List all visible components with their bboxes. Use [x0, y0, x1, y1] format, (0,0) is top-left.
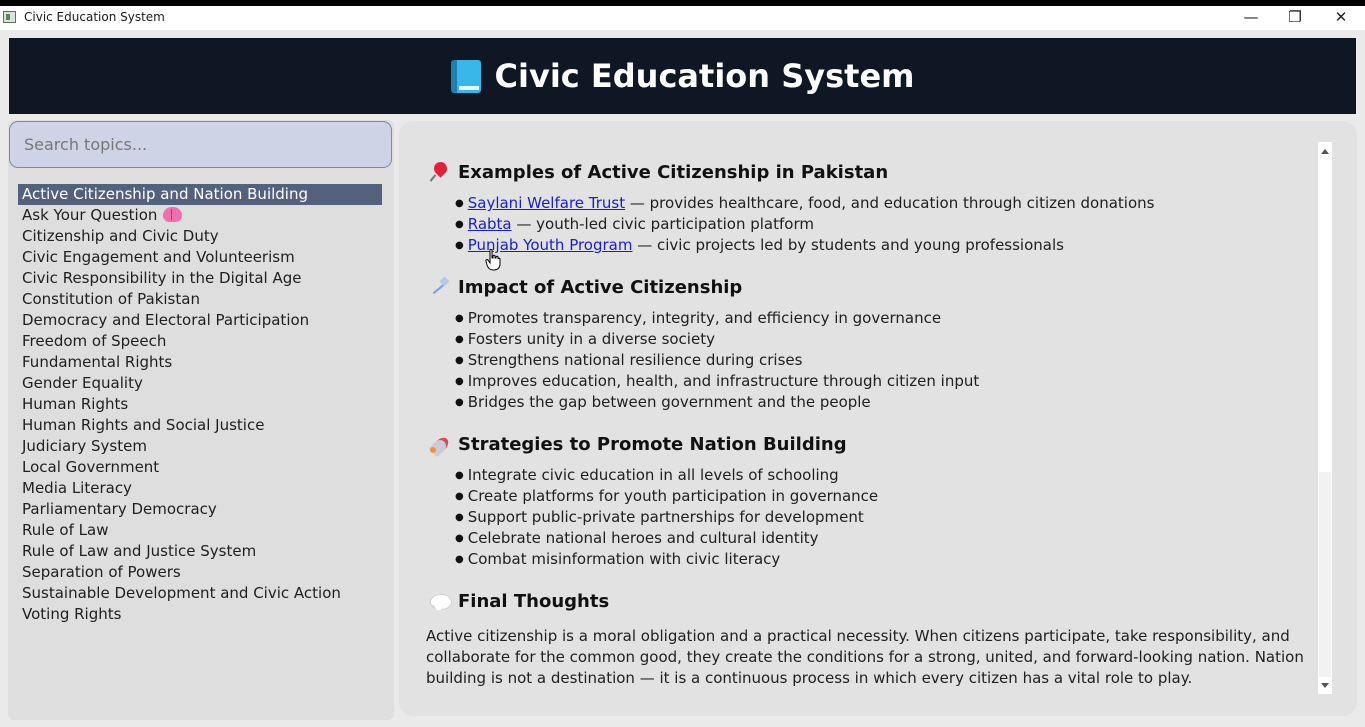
topic-item-sustainable-development[interactable]: Sustainable Development and Civic Action [22, 584, 341, 602]
sidebar: Active Citizenship and Nation Building A… [8, 120, 394, 720]
topic-item-rule-of-law-justice[interactable]: Rule of Law and Justice System [22, 542, 257, 560]
punjab-youth-program-link[interactable]: Punjab Youth Program [467, 236, 633, 254]
window-title: Civic Education System [24, 10, 165, 24]
topic-item-human-rights-social-justice[interactable]: Human Rights and Social Justice [22, 416, 265, 434]
topic-item-civic-responsibility-digital[interactable]: Civic Responsibility in the Digital Age [22, 269, 302, 287]
topic-item-label: Ask Your Question [22, 206, 158, 224]
content-scroll-area[interactable]: Examples of Active Citizenship in Pakist… [399, 121, 1315, 716]
book-icon [450, 59, 481, 93]
saylani-welfare-trust-link[interactable]: Saylani Welfare Trust [467, 194, 626, 212]
topic-item-civic-engagement[interactable]: Civic Engagement and Volunteerism [22, 248, 295, 266]
pin-icon [429, 161, 451, 183]
topic-list: Active Citizenship and Nation Building A… [18, 184, 382, 625]
app-title: Civic Education System [494, 57, 915, 95]
window-titlebar: Civic Education System — ❐ ✕ [0, 6, 1365, 30]
rabta-link[interactable]: Rabta [467, 215, 512, 233]
brain-icon [163, 207, 183, 222]
list-item: Celebrate national heroes and cultural i… [455, 528, 878, 549]
list-item: Punjab Youth Program — civic projects le… [455, 235, 1154, 256]
topic-item-media-literacy[interactable]: Media Literacy [22, 479, 132, 497]
section-final-thoughts: Final Thoughts [429, 587, 609, 615]
close-button[interactable]: ✕ [1334, 8, 1348, 26]
topic-item-human-rights[interactable]: Human Rights [22, 395, 129, 413]
restore-button[interactable]: ❐ [1288, 8, 1302, 26]
scroll-thumb[interactable] [1319, 472, 1331, 677]
section-title: Impact of Active Citizenship [458, 276, 743, 298]
list-item: Improves education, health, and infrastr… [455, 371, 980, 392]
content-panel: Examples of Active Citizenship in Pakist… [399, 121, 1357, 716]
list-item: Promotes transparency, integrity, and ef… [455, 308, 979, 329]
list-item: Saylani Welfare Trust — provides healthc… [455, 193, 1155, 214]
section-title: Examples of Active Citizenship in Pakist… [458, 161, 889, 183]
speech-icon [429, 590, 452, 612]
search-input[interactable] [9, 121, 392, 168]
topic-item-ask-your-question[interactable]: Ask Your Question [18, 205, 382, 226]
section-impact: Impact of Active Citizenship Promotes tr… [429, 273, 979, 413]
section-examples: Examples of Active Citizenship in Pakist… [429, 158, 1154, 256]
topic-item-parliamentary-democracy[interactable]: Parliamentary Democracy [22, 500, 217, 518]
topic-item-active-citizenship[interactable]: Active Citizenship and Nation Building [18, 184, 382, 205]
topic-item-citizenship-civic-duty[interactable]: Citizenship and Civic Duty [22, 227, 219, 245]
list-item-text: — youth-led civic participation platform [511, 215, 814, 233]
sparkle-icon [429, 276, 451, 298]
scroll-up-icon[interactable] [1321, 149, 1329, 154]
list-item: Combat misinformation with civic literac… [455, 549, 878, 570]
topic-item-judiciary-system[interactable]: Judiciary System [22, 437, 147, 455]
list-item: Create platforms for youth participation… [455, 486, 878, 507]
list-item: Support public-private partnerships for … [455, 507, 878, 528]
topic-item-freedom-of-speech[interactable]: Freedom of Speech [22, 332, 167, 350]
list-item: Rabta — youth-led civic participation pl… [455, 214, 1154, 235]
section-title: Strategies to Promote Nation Building [458, 433, 847, 455]
list-item-text: — provides healthcare, food, and educati… [625, 194, 1155, 212]
topic-item-fundamental-rights[interactable]: Fundamental Rights [22, 353, 173, 371]
topic-item-democracy[interactable]: Democracy and Electoral Participation [22, 311, 310, 329]
scroll-down-icon[interactable] [1321, 683, 1329, 688]
app-window: Civic Education System Active Citizenshi… [0, 30, 1365, 727]
minimize-button[interactable]: — [1243, 8, 1259, 26]
section-strategies: Strategies to Promote Nation Building In… [429, 430, 878, 570]
list-item: Bridges the gap between government and t… [455, 392, 979, 413]
topic-item-gender-equality[interactable]: Gender Equality [22, 374, 143, 392]
list-item: Strengthens national resilience during c… [455, 350, 979, 371]
app-icon [3, 11, 16, 23]
rocket-icon [429, 433, 451, 455]
topic-item-separation-of-powers[interactable]: Separation of Powers [22, 563, 181, 581]
list-item-text: — civic projects led by students and you… [632, 236, 1064, 254]
topic-item-constitution[interactable]: Constitution of Pakistan [22, 290, 200, 308]
final-thoughts-paragraph: Active citizenship is a moral obligation… [426, 627, 1304, 687]
topic-item-local-government[interactable]: Local Government [22, 458, 160, 476]
list-item: Fosters unity in a diverse society [455, 329, 979, 350]
content-scrollbar[interactable] [1318, 142, 1332, 694]
topic-item-rule-of-law[interactable]: Rule of Law [22, 521, 109, 539]
section-title: Final Thoughts [458, 590, 610, 612]
hand-cursor-icon [485, 249, 501, 271]
app-header: Civic Education System [9, 38, 1356, 114]
list-item: Integrate civic education in all levels … [455, 465, 878, 486]
topic-item-voting-rights[interactable]: Voting Rights [22, 605, 122, 623]
